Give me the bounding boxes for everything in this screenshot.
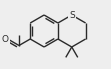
Text: O: O (2, 35, 9, 45)
Text: S: S (69, 10, 75, 20)
